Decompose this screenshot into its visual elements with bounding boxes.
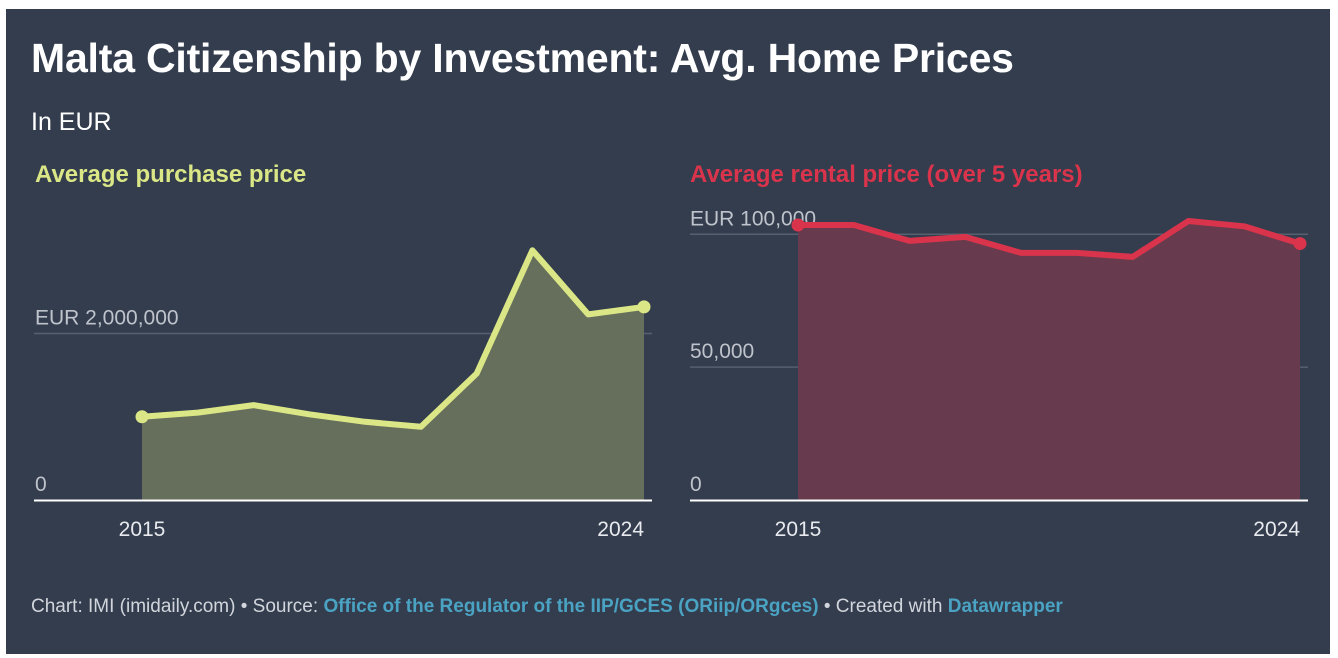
rental-data-point	[1130, 254, 1136, 260]
purchase-data-point	[362, 419, 368, 425]
purchase-data-point	[195, 410, 201, 416]
purchase-x-tick-label: 2024	[597, 518, 644, 541]
rental-data-point	[1018, 250, 1024, 256]
purchase-area	[142, 250, 644, 500]
rental-chart-title: Average rental price (over 5 years)	[690, 161, 1083, 188]
rental-area	[798, 221, 1300, 500]
datawrapper-link[interactable]: Datawrapper	[947, 596, 1063, 617]
chart-panel: Malta Citizenship by Investment: Avg. Ho…	[6, 9, 1330, 654]
purchase-y-tick-label: EUR 2,000,000	[35, 307, 179, 330]
purchase-y-tick-label: 0	[35, 473, 47, 496]
purchase-chart: 0 EUR 2,000,000 2015 2024	[34, 247, 652, 541]
footer-source-prefix: Source:	[252, 596, 324, 617]
purchase-chart-title: Average purchase price	[35, 161, 307, 188]
rental-data-point	[962, 234, 968, 240]
rental-x-tick-label: 2015	[775, 518, 822, 541]
rental-data-point	[791, 218, 805, 232]
purchase-data-point	[637, 300, 651, 314]
charts-svg: 0 EUR 2,000,000 2015 2024 0 50,000 EUR 100,000…	[34, 207, 1308, 541]
purchase-data-point	[474, 370, 480, 376]
footer-separator: •	[235, 596, 253, 617]
purchase-data-point	[251, 402, 257, 408]
rental-x-tick-label: 2024	[1253, 518, 1300, 541]
rental-chart: 0 50,000 EUR 100,000 2015 2024	[690, 207, 1308, 541]
rental-data-point	[907, 238, 913, 244]
rental-data-point	[1293, 237, 1307, 251]
source-link[interactable]: Office of the Regulator of the IIP/GCES …	[323, 596, 819, 617]
purchase-data-point	[529, 247, 535, 253]
purchase-data-point	[135, 410, 149, 424]
rental-data-point	[1241, 223, 1247, 229]
footer-chart-credit: Chart: IMI (imidaily.com)	[31, 596, 236, 617]
rental-data-point	[1074, 250, 1080, 256]
rental-data-point	[851, 222, 857, 228]
footer-created-prefix: Created with	[835, 596, 948, 617]
rental-y-tick-label: 0	[690, 473, 702, 496]
chart-title: Malta Citizenship by Investment: Avg. Ho…	[31, 35, 1014, 81]
purchase-data-point	[418, 424, 424, 430]
footer-separator: •	[818, 596, 836, 617]
footer: Chart: IMI (imidaily.com) • Source: Offi…	[31, 596, 1063, 618]
purchase-x-tick-label: 2015	[119, 518, 166, 541]
rental-line	[795, 218, 1303, 260]
rental-data-point	[1185, 218, 1191, 224]
rental-y-tick-label: 50,000	[690, 340, 754, 363]
purchase-data-point	[306, 411, 312, 417]
rental-y-tick-label: EUR 100,000	[690, 207, 816, 230]
chart-subtitle: In EUR	[31, 108, 112, 136]
purchase-line	[139, 247, 647, 430]
purchase-data-point	[585, 311, 591, 317]
